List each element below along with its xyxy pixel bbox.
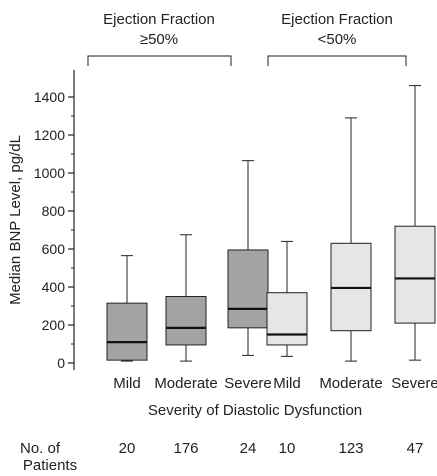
- category-label: Mild: [113, 375, 141, 392]
- category-label: Moderate: [154, 375, 217, 392]
- box-iqr: [165, 296, 207, 346]
- y-tick-label: 200: [42, 317, 66, 333]
- y-tick-label: 400: [42, 279, 66, 295]
- patient-count: 20: [119, 440, 136, 457]
- x-axis-label: Severity of Diastolic Dysfunction: [148, 402, 362, 419]
- y-tick-label: 800: [42, 203, 66, 219]
- y-tick-label: 1200: [34, 127, 65, 143]
- group-bracket: [87, 55, 232, 66]
- y-tick-label: 1400: [34, 89, 65, 105]
- group-label: Ejection Fraction <50%: [281, 11, 393, 48]
- category-label: Severe: [391, 375, 437, 392]
- group-label: Ejection Fraction ≥50%: [103, 11, 215, 48]
- y-tick-label: 600: [42, 241, 66, 257]
- patient-count: 47: [407, 440, 424, 457]
- box-iqr: [106, 302, 148, 361]
- category-label: Moderate: [319, 375, 382, 392]
- group-bracket: [267, 55, 407, 66]
- box-iqr: [227, 249, 269, 329]
- category-label: Severe: [224, 375, 272, 392]
- y-axis-label: Median BNP Level, pg/dL: [7, 135, 24, 305]
- category-label: Mild: [273, 375, 301, 392]
- patient-count: 123: [338, 440, 363, 457]
- patient-count: 10: [279, 440, 296, 457]
- patients-label: No. of Patients: [20, 440, 77, 474]
- patient-count: 176: [173, 440, 198, 457]
- box-iqr: [266, 292, 308, 346]
- y-tick-label: 0: [57, 355, 65, 371]
- patient-count: 24: [240, 440, 257, 457]
- box-iqr: [394, 225, 436, 324]
- y-tick-label: 1000: [34, 165, 65, 181]
